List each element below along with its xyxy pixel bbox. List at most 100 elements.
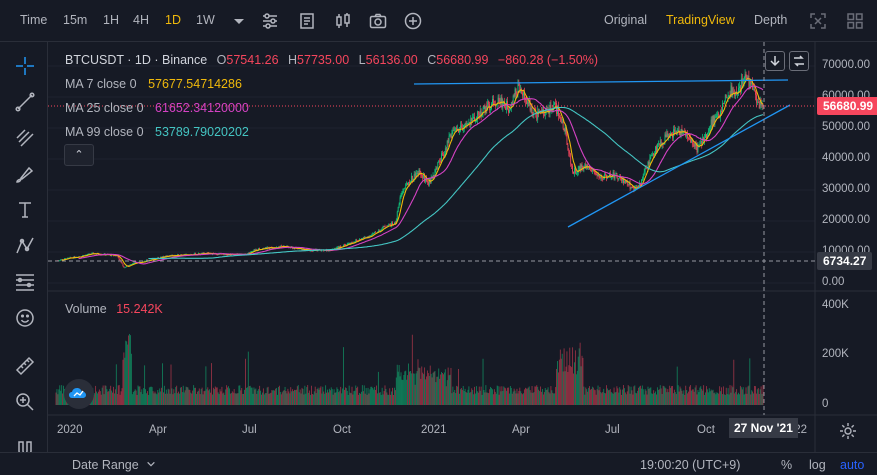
auto-scale-toggle[interactable]: auto	[840, 458, 865, 472]
candle-body	[495, 105, 497, 107]
view-tradingview-tab[interactable]: TradingView	[666, 13, 735, 27]
candle-body	[162, 256, 163, 258]
text-tool-icon[interactable]	[13, 198, 37, 222]
volume-bar	[666, 392, 668, 405]
candle-body	[381, 227, 383, 230]
chart-type-candles-icon[interactable]	[333, 11, 353, 31]
volume-bar	[229, 393, 231, 405]
candle-body	[583, 168, 585, 170]
volume-bar	[360, 393, 361, 405]
volume-bar	[333, 389, 335, 405]
volume-bar	[160, 391, 162, 405]
volume-bar	[466, 392, 468, 405]
scroll-down-button[interactable]	[765, 51, 785, 71]
date-range-button[interactable]: Date Range	[72, 458, 156, 472]
candle-body	[492, 99, 493, 104]
candle-body	[624, 181, 626, 183]
time-interval-button[interactable]: Time	[20, 13, 48, 27]
candle-body	[689, 138, 690, 140]
volume-bar	[454, 389, 456, 405]
volume-bar	[676, 366, 678, 405]
candle-body	[740, 78, 742, 91]
fullscreen-icon[interactable]	[808, 11, 828, 31]
volume-bar	[421, 366, 423, 405]
volume-bar	[224, 394, 226, 405]
volume-bar	[245, 387, 247, 405]
brush-tool-icon[interactable]	[13, 162, 37, 186]
price-tick-label: 70000.00	[822, 59, 870, 71]
volume-bar	[171, 388, 173, 405]
view-original-tab[interactable]: Original	[604, 13, 648, 27]
volume-bar	[322, 386, 324, 405]
add-compare-icon[interactable]	[403, 11, 423, 31]
clock-timezone[interactable]: 19:00:20 (UTC+9)	[640, 458, 741, 472]
volume-bar	[186, 387, 188, 405]
volume-bar	[663, 386, 665, 405]
parallel-channel-icon[interactable]	[13, 126, 37, 150]
ma7-legend: MA 7 close 0 57677.54714286	[65, 77, 242, 91]
indicators-icon[interactable]	[297, 11, 317, 31]
volume-bar	[140, 392, 142, 405]
candle-body	[642, 173, 644, 180]
volume-bar	[256, 393, 258, 405]
volume-bar	[628, 386, 630, 405]
volume-bar	[705, 392, 706, 405]
interval-4h[interactable]: 4H	[133, 13, 149, 27]
interval-1d[interactable]: 1D	[165, 13, 181, 27]
screenshot-camera-icon[interactable]	[368, 11, 388, 31]
volume-bar	[744, 393, 746, 405]
emoji-icon[interactable]	[13, 306, 37, 330]
candle-body	[687, 134, 688, 138]
collapse-legend-button[interactable]: ⌃	[64, 144, 94, 166]
volume-bar	[155, 393, 157, 405]
candle-body	[569, 153, 571, 155]
fib-retracement-icon[interactable]	[13, 270, 37, 294]
layout-grid-icon[interactable]	[845, 11, 865, 31]
pattern-tool-icon[interactable]	[13, 234, 37, 258]
volume-bar	[161, 387, 163, 405]
reset-chart-button[interactable]	[789, 51, 809, 71]
ruler-measure-icon[interactable]	[13, 354, 37, 378]
reset-icon	[794, 55, 804, 67]
candle-body	[708, 128, 710, 132]
crosshair-icon[interactable]	[13, 54, 37, 78]
log-scale-toggle[interactable]: log	[809, 458, 826, 472]
candle-body	[373, 232, 375, 234]
zoom-in-icon[interactable]	[13, 390, 37, 414]
candle-body	[565, 127, 567, 134]
volume-bar	[461, 389, 463, 405]
candle-body	[418, 169, 420, 175]
candle-body	[82, 255, 84, 257]
volume-bar	[261, 394, 262, 405]
view-depth-tab[interactable]: Depth	[754, 13, 788, 27]
volume-bar	[656, 394, 657, 405]
indicators-settings-icon[interactable]	[260, 11, 280, 31]
volume-bar	[560, 358, 562, 405]
volume-bar	[537, 386, 539, 405]
volume-bar	[360, 391, 362, 405]
volume-bar	[132, 391, 134, 405]
candle-body	[575, 173, 577, 174]
volume-bar	[762, 385, 764, 405]
volume-bar	[594, 390, 596, 405]
volume-bar	[746, 393, 748, 405]
volume-bar	[284, 386, 286, 405]
percent-scale-toggle[interactable]: %	[781, 458, 793, 472]
candle-body	[537, 111, 539, 120]
volume-bar	[278, 385, 280, 405]
volume-bar	[257, 390, 259, 405]
interval-15m[interactable]: 15m	[63, 13, 88, 27]
interval-1w[interactable]: 1W	[196, 13, 215, 27]
volume-bar	[541, 388, 543, 405]
interval-1h[interactable]: 1H	[103, 13, 119, 27]
volume-bar	[183, 392, 185, 405]
high-value: 57735.00	[297, 53, 350, 67]
candle-body	[392, 222, 393, 225]
trendline-tool-icon[interactable]	[13, 90, 37, 114]
chart-settings-gear-icon[interactable]	[838, 421, 858, 441]
interval-dropdown-icon[interactable]	[229, 11, 249, 31]
candle-body	[447, 140, 449, 143]
candle-body	[340, 246, 342, 248]
tradingview-logo[interactable]	[64, 379, 94, 409]
